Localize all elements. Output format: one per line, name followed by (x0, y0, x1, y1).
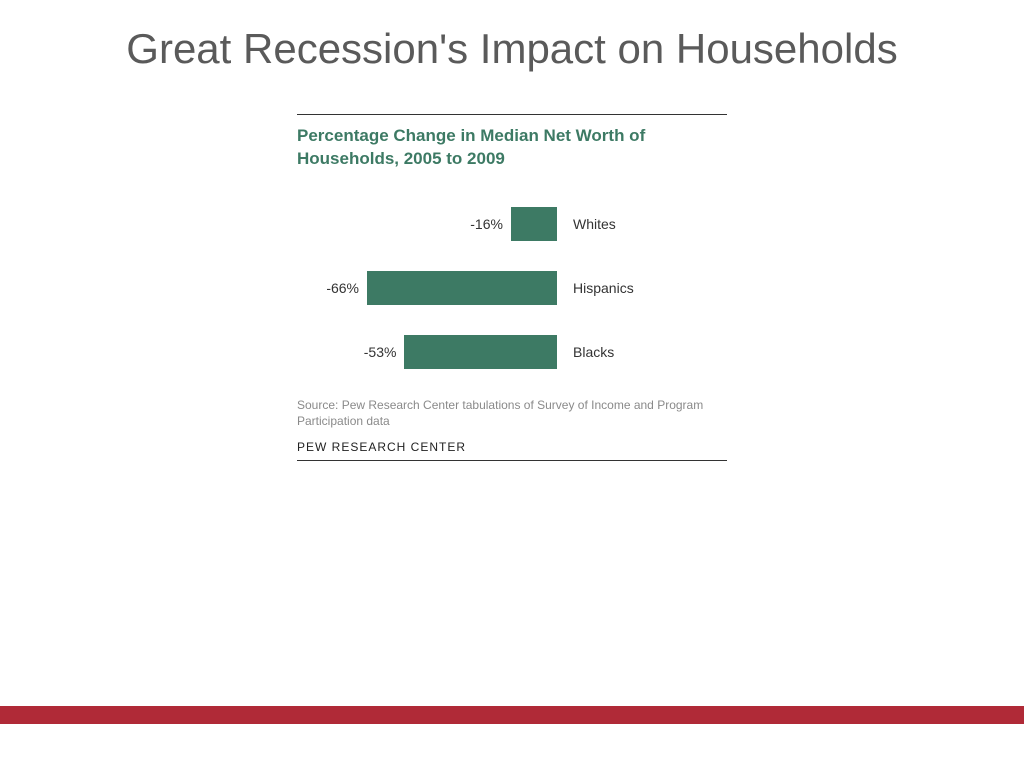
slide-title: Great Recession's Impact on Households (0, 0, 1024, 74)
chart-title: Percentage Change in Median Net Worth of… (297, 125, 727, 171)
chart-bottom-rule (297, 460, 727, 461)
bar-category-label: Blacks (573, 344, 614, 360)
bar-row: -53% Blacks (297, 335, 727, 369)
chart-source: Source: Pew Research Center tabulations … (297, 397, 727, 429)
chart-bars-area: -16% Whites -66% Hispanics -53% Blacks (297, 207, 727, 375)
bar-value-label: -16% (470, 216, 503, 232)
bar-row: -16% Whites (297, 207, 727, 241)
chart-container: Percentage Change in Median Net Worth of… (297, 114, 727, 460)
bar-rect (367, 271, 557, 305)
bar-rect (511, 207, 557, 241)
bar-row: -66% Hispanics (297, 271, 727, 305)
bar-category-label: Hispanics (573, 280, 634, 296)
footer-bar (0, 706, 1024, 724)
bar-value-label: -66% (326, 280, 359, 296)
bar-category-label: Whites (573, 216, 616, 232)
chart-top-rule (297, 114, 727, 115)
bar-rect (404, 335, 557, 369)
bar-value-label: -53% (364, 344, 397, 360)
chart-org: PEW RESEARCH CENTER (297, 440, 727, 454)
